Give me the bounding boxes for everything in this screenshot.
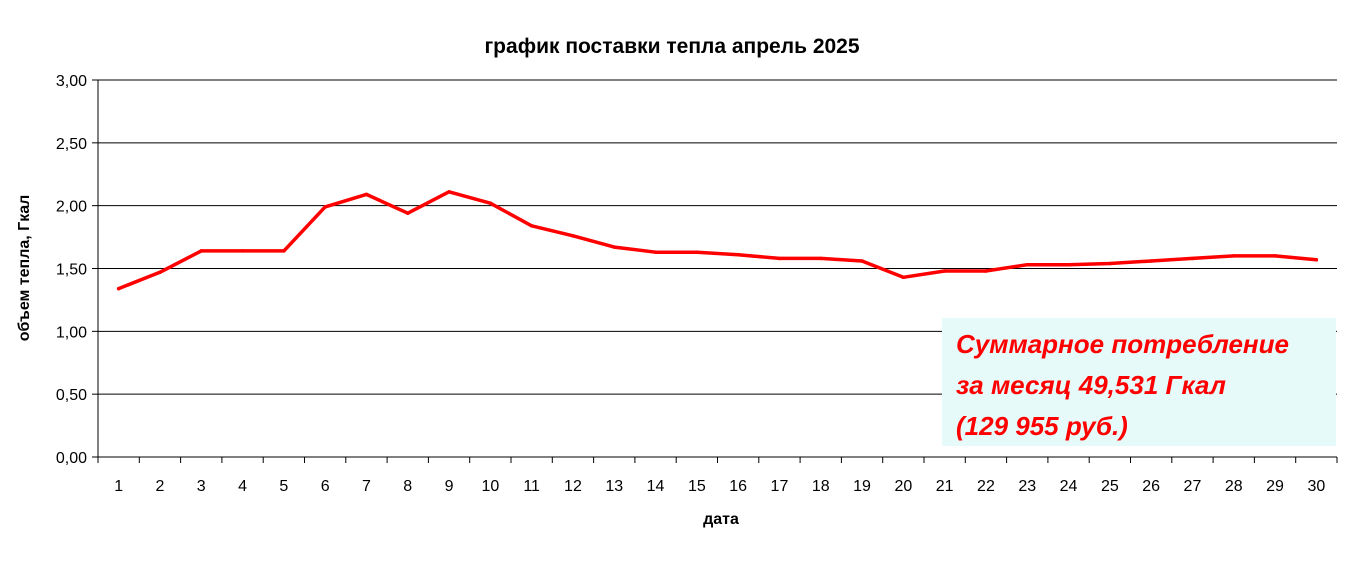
x-axis-label: дата (703, 511, 739, 528)
x-tick-label: 8 (403, 478, 412, 495)
note-line-2: за месяц 49,531 Гкал (956, 370, 1226, 400)
x-tick-label: 3 (197, 478, 206, 495)
data-point (1149, 259, 1153, 263)
data-point (1314, 257, 1319, 262)
data-point (240, 249, 245, 253)
data-point (612, 245, 616, 249)
x-tick-label: 30 (1307, 478, 1325, 495)
x-tick-label: 11 (523, 478, 540, 495)
data-point (282, 249, 286, 253)
y-tick-label: 1,00 (56, 324, 87, 341)
x-tick-label: 29 (1266, 478, 1284, 495)
x-tick-label: 14 (647, 478, 665, 495)
data-point (1108, 261, 1112, 266)
data-point (116, 286, 121, 291)
x-tick-label: 25 (1101, 478, 1119, 495)
axes (92, 79, 1338, 463)
x-tick-label: 23 (1018, 478, 1036, 495)
x-tick-label: 13 (605, 478, 623, 495)
x-tick-label: 18 (812, 478, 830, 495)
data-point (158, 270, 162, 275)
data-point (1232, 254, 1236, 258)
note-line-3: (129 955 руб.) (956, 411, 1128, 441)
x-tick-label: 4 (238, 478, 247, 495)
y-tick-label: 1,50 (56, 262, 87, 279)
x-tick-label: 19 (853, 478, 871, 495)
x-tick-label: 26 (1142, 478, 1160, 495)
y-tick-label: 3,00 (56, 73, 87, 90)
x-tick-label: 24 (1060, 478, 1078, 495)
x-tick-label: 7 (362, 478, 371, 495)
y-tick-labels: 0,00 0,50 1,00 1,50 2,00 2,50 3,00 (56, 73, 87, 467)
data-point (1190, 256, 1195, 261)
x-tick-label: 28 (1225, 478, 1243, 495)
data-point (653, 250, 658, 254)
note-line-1: Суммарное потребление (956, 329, 1289, 359)
total-consumption-note: Суммарное потребление за месяц 49,531 Гк… (942, 318, 1336, 446)
x-tick-label: 27 (1184, 478, 1202, 495)
data-point (984, 269, 988, 273)
data-point (447, 190, 451, 194)
data-point (199, 249, 203, 253)
x-tick-label: 12 (564, 478, 582, 495)
x-tick-label: 20 (894, 478, 912, 495)
data-point (736, 252, 740, 257)
x-tick-label: 2 (155, 478, 164, 495)
x-tick-label: 15 (688, 478, 706, 495)
x-tick-label: 6 (321, 478, 330, 495)
data-point (1025, 262, 1029, 267)
data-point (571, 234, 575, 238)
x-tick-label: 1 (114, 478, 123, 495)
data-point (406, 211, 410, 215)
series-line (116, 190, 1319, 291)
chart-title: график поставки тепла апрель 2025 (484, 35, 859, 58)
y-tick-label: 0,50 (56, 387, 87, 404)
x-tick-label: 9 (445, 478, 454, 495)
x-tick-label: 21 (936, 478, 954, 495)
data-point (777, 256, 782, 261)
data-point (860, 259, 864, 263)
y-tick-label: 2,00 (56, 199, 87, 216)
y-tick-label: 0,00 (56, 450, 87, 467)
x-tick-label: 5 (279, 478, 288, 495)
data-point (901, 275, 906, 280)
x-tick-label: 22 (977, 478, 995, 495)
x-tick-label: 16 (729, 478, 747, 495)
data-point (942, 269, 947, 273)
data-point (1066, 262, 1071, 267)
data-point (819, 256, 823, 261)
series-layer (116, 190, 1319, 291)
x-tick-labels: 1 2 3 4 5 6 7 8 9 10 11 12 13 14 15 16 17 18 19 20 21 22 23 24 2… (114, 478, 1325, 495)
y-axis-label: объем тепла, Гкал (16, 195, 33, 342)
x-tick-label: 17 (771, 478, 789, 495)
data-point (488, 201, 493, 205)
y-tick-label: 2,50 (56, 136, 87, 153)
data-point (1273, 254, 1277, 258)
data-point (695, 250, 699, 254)
data-point (529, 224, 534, 228)
data-point (323, 205, 327, 209)
data-point (364, 192, 369, 197)
x-tick-label: 10 (481, 478, 499, 495)
